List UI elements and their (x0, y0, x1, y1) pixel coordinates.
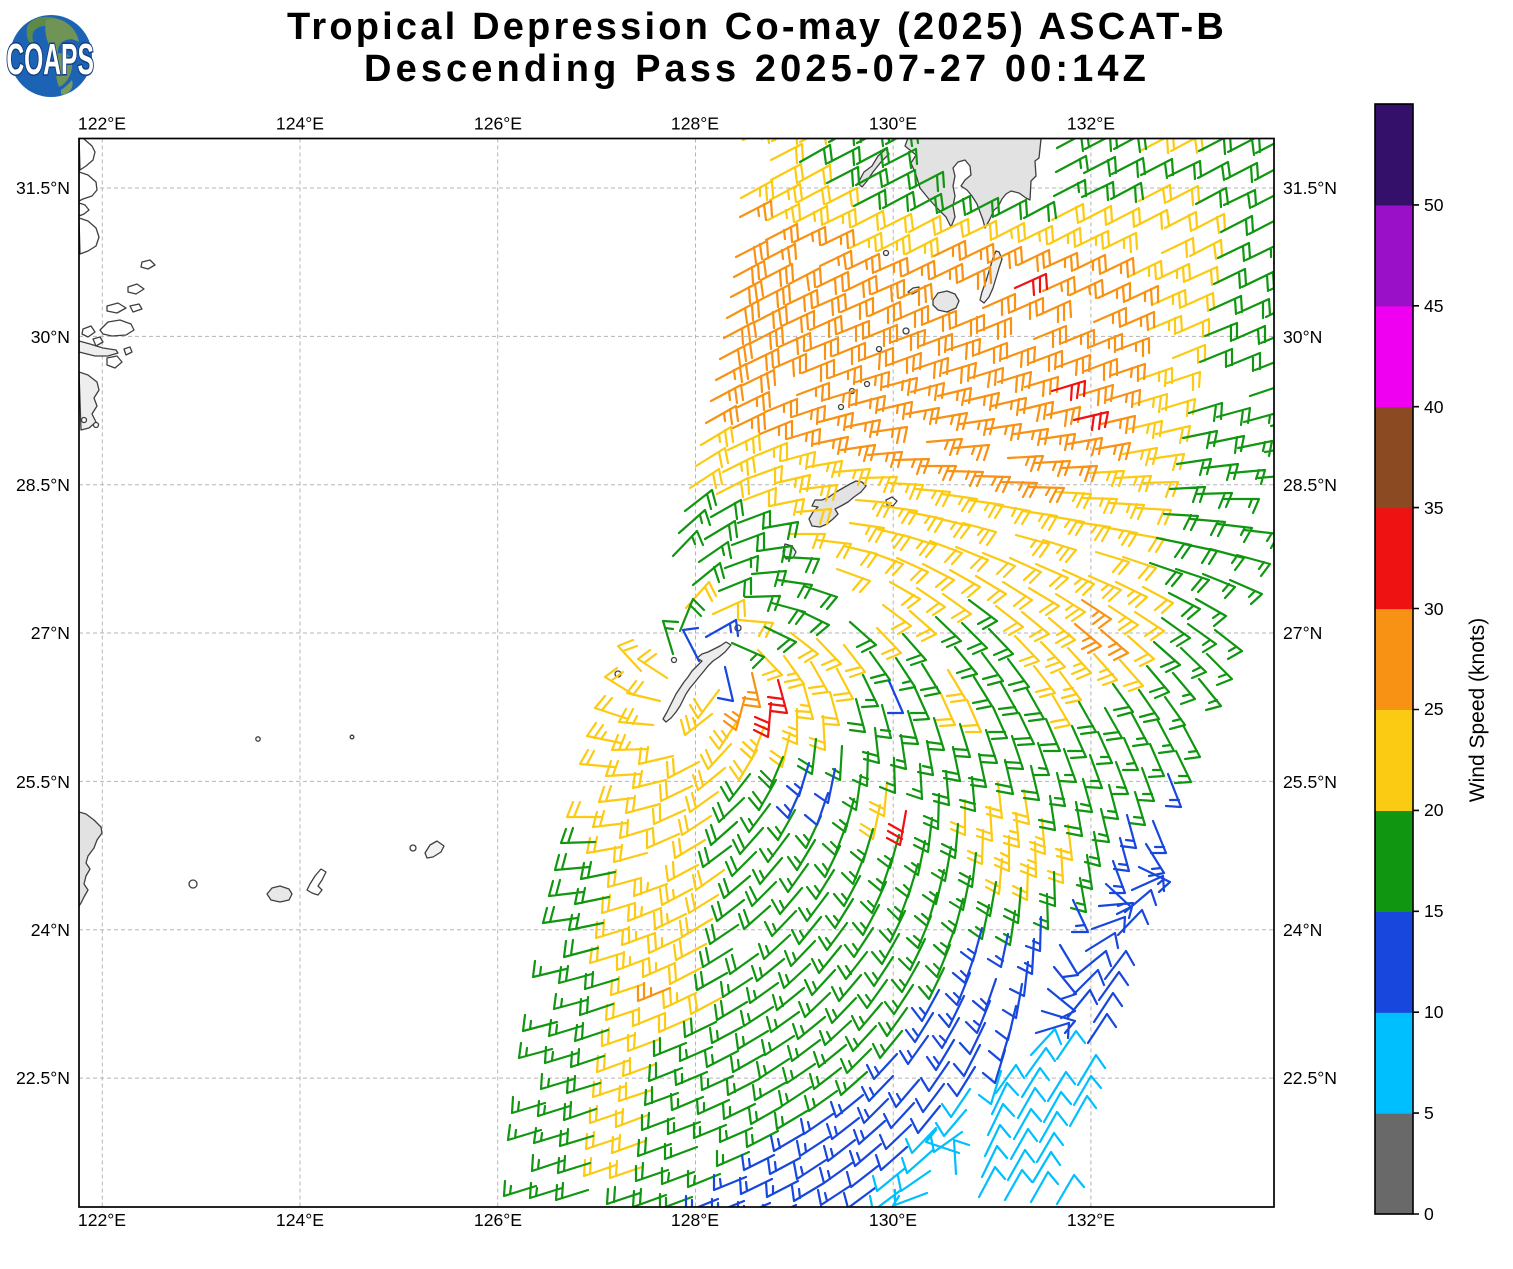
svg-text:22.5°N: 22.5°N (1283, 1068, 1337, 1088)
svg-text:Tropical Depression Co-may (20: Tropical Depression Co-may (2025) ASCAT-… (287, 6, 1227, 48)
svg-text:128°E: 128°E (671, 1210, 719, 1230)
svg-text:20: 20 (1424, 800, 1444, 820)
svg-text:5: 5 (1424, 1103, 1434, 1123)
svg-text:30°N: 30°N (1283, 327, 1322, 347)
svg-text:25.5°N: 25.5°N (16, 772, 70, 792)
svg-text:130°E: 130°E (869, 1210, 917, 1230)
svg-text:COAPS: COAPS (6, 35, 94, 84)
svg-text:132°E: 132°E (1067, 114, 1115, 134)
svg-text:130°E: 130°E (869, 114, 917, 134)
svg-text:124°E: 124°E (276, 114, 324, 134)
svg-text:30: 30 (1424, 599, 1444, 619)
svg-text:24°N: 24°N (1283, 920, 1322, 940)
svg-text:40: 40 (1424, 397, 1444, 417)
svg-text:27°N: 27°N (31, 623, 70, 643)
svg-text:10: 10 (1424, 1002, 1444, 1022)
svg-text:31.5°N: 31.5°N (1283, 178, 1337, 198)
svg-text:45: 45 (1424, 296, 1444, 316)
svg-text:28.5°N: 28.5°N (1283, 475, 1337, 495)
svg-text:122°E: 122°E (78, 114, 126, 134)
svg-text:15: 15 (1424, 901, 1444, 921)
svg-text:50: 50 (1424, 195, 1444, 215)
svg-text:25.5°N: 25.5°N (1283, 772, 1337, 792)
svg-text:31.5°N: 31.5°N (16, 178, 70, 198)
svg-text:28.5°N: 28.5°N (16, 475, 70, 495)
svg-text:128°E: 128°E (671, 114, 719, 134)
svg-text:124°E: 124°E (276, 1210, 324, 1230)
svg-text:22.5°N: 22.5°N (16, 1068, 70, 1088)
svg-text:35: 35 (1424, 498, 1444, 518)
svg-text:0: 0 (1424, 1204, 1434, 1224)
svg-text:126°E: 126°E (474, 114, 522, 134)
svg-text:122°E: 122°E (78, 1210, 126, 1230)
svg-text:24°N: 24°N (31, 920, 70, 940)
svg-text:Wind Speed (knots): Wind Speed (knots) (1466, 618, 1489, 802)
svg-text:Descending Pass 2025-07-27 00:: Descending Pass 2025-07-27 00:14Z (364, 48, 1150, 90)
svg-text:126°E: 126°E (474, 1210, 522, 1230)
svg-text:25: 25 (1424, 699, 1444, 719)
svg-text:132°E: 132°E (1067, 1210, 1115, 1230)
svg-text:27°N: 27°N (1283, 623, 1322, 643)
svg-text:30°N: 30°N (31, 327, 70, 347)
